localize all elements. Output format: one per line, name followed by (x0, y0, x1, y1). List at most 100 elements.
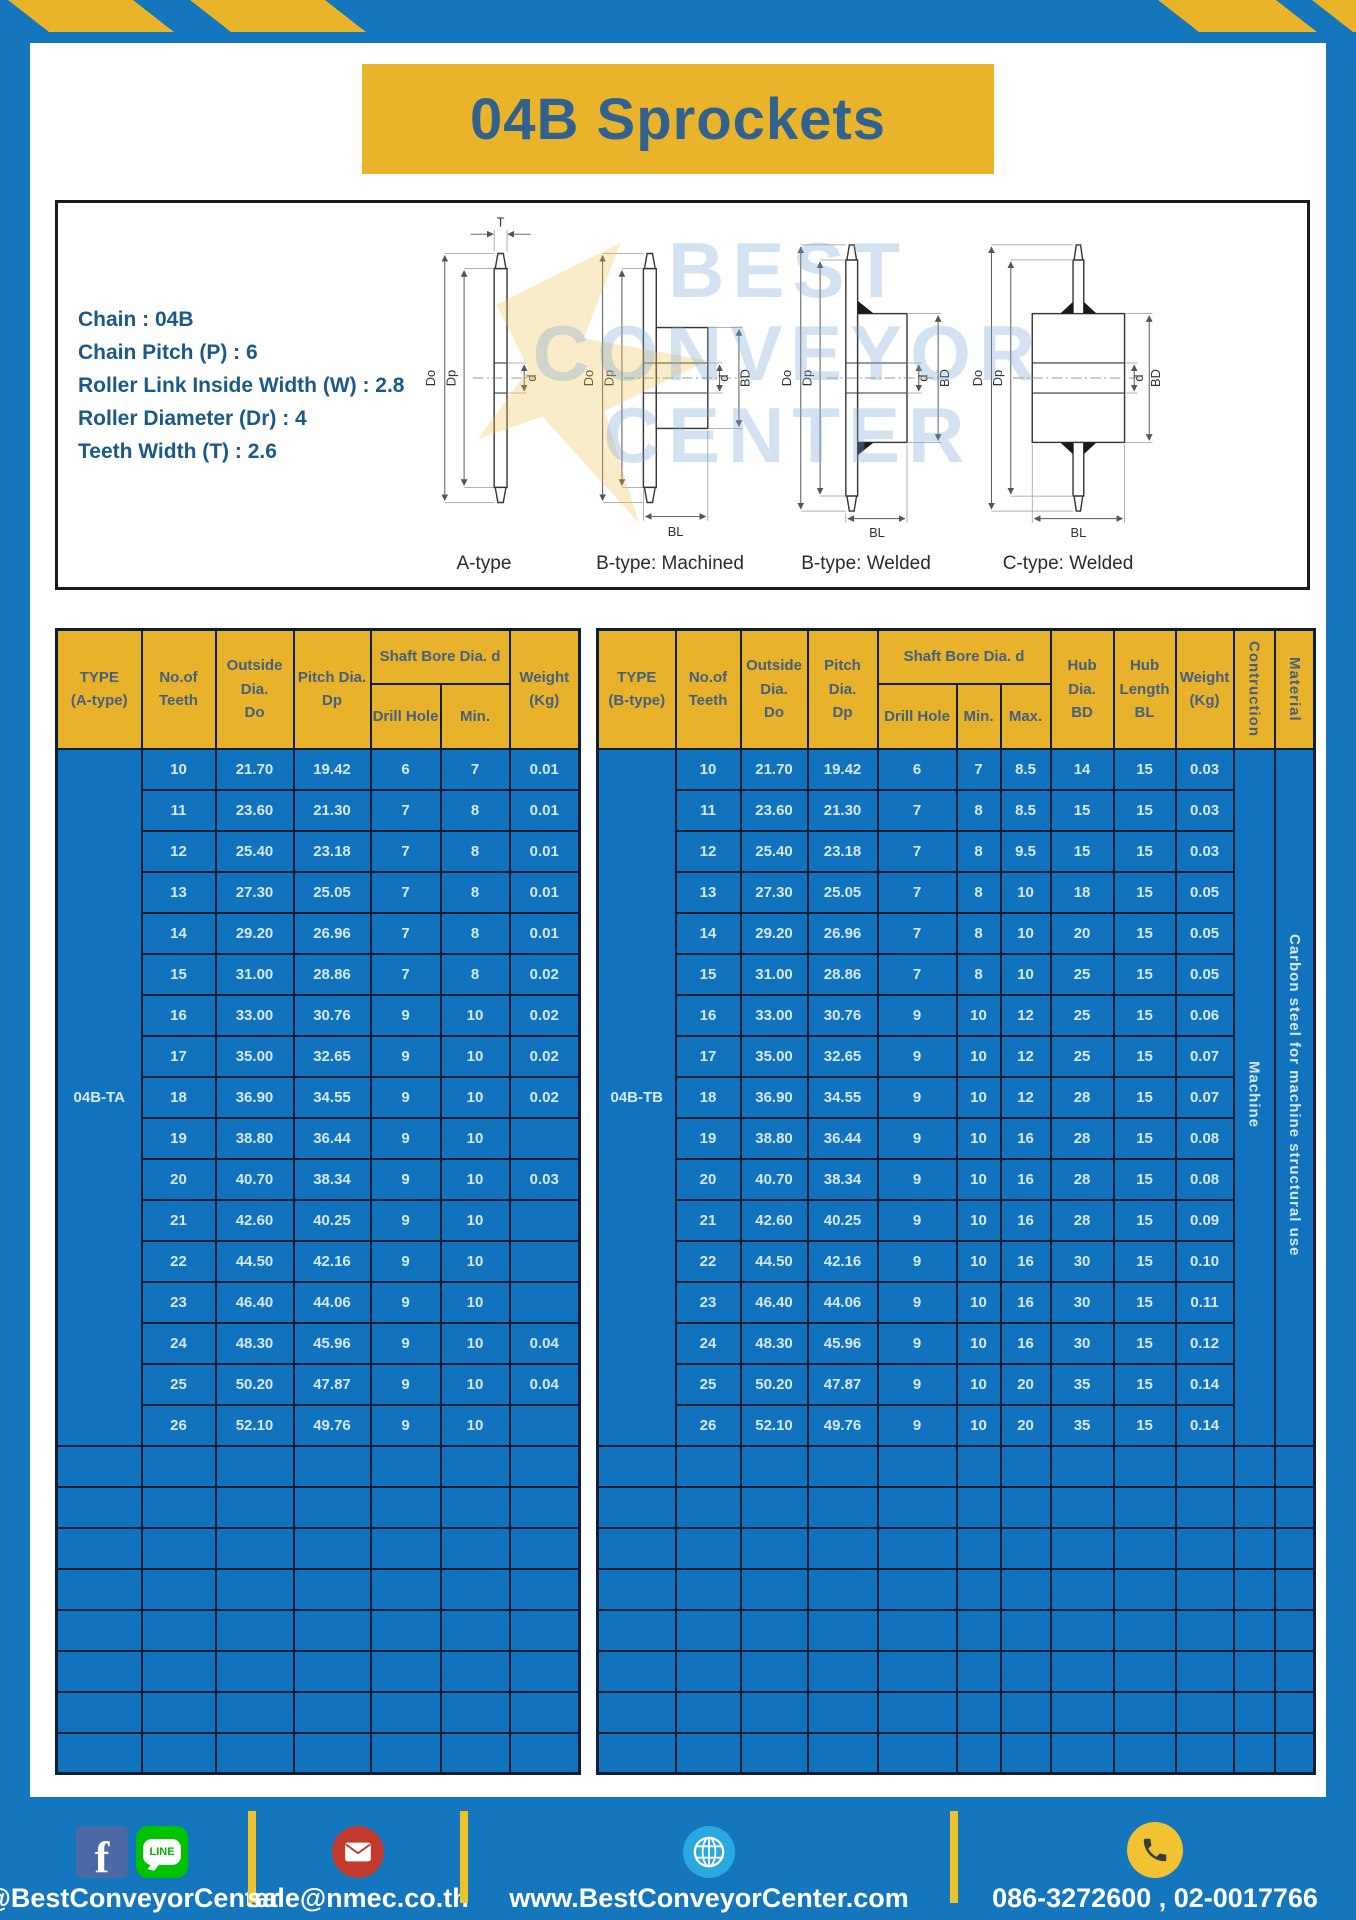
data-cell: 28 (1049, 1116, 1115, 1160)
table-row: 18 36.90 34.55 9 10 12 28 15 0.07 (598, 1075, 1315, 1119)
title-banner: 04B Sprockets (362, 64, 994, 174)
data-cell: 9 (876, 1157, 958, 1201)
line-icon[interactable]: LINE (136, 1826, 188, 1879)
data-cell: 23.18 (806, 829, 879, 873)
empty-cell (1049, 1485, 1115, 1529)
data-cell: 8 (955, 911, 1002, 955)
data-cell: 0.01 (508, 911, 581, 955)
empty-cell (1174, 1690, 1235, 1734)
data-cell (508, 1116, 581, 1160)
data-cell: 28 (1049, 1075, 1115, 1119)
table-row: 25 50.20 47.87 9 10 20 35 15 0.14 (598, 1362, 1315, 1406)
empty-cell (1174, 1731, 1235, 1775)
data-cell: 26 (674, 1403, 742, 1447)
data-cell: 0.01 (508, 747, 581, 791)
empty-cell (439, 1444, 511, 1488)
data-cell: 12 (999, 993, 1052, 1037)
th-outside-dia: Outside Dia. Do (739, 628, 809, 750)
phone-numbers[interactable]: 086-3272600 , 02-0017766 (992, 1883, 1318, 1914)
data-cell: 40.25 (806, 1198, 879, 1242)
data-cell: 10 (955, 1034, 1002, 1078)
data-cell: 6 (876, 747, 958, 791)
data-cell: 20 (674, 1157, 742, 1201)
empty-cell (508, 1608, 581, 1652)
data-cell: 35.00 (214, 1034, 295, 1078)
data-cell: 19.42 (806, 747, 879, 791)
table-row: 12 25.40 23.18 7 8 0.01 (57, 829, 581, 873)
dim-dp: Dp (601, 370, 616, 386)
data-cell: 31.00 (739, 952, 809, 996)
website-url[interactable]: www.BestConveyorCenter.com (509, 1883, 909, 1914)
data-cell: 0.12 (1174, 1321, 1235, 1365)
table-row: 25 50.20 47.87 9 10 0.04 (57, 1362, 581, 1406)
empty-cell (1273, 1649, 1316, 1693)
data-cell: 14 (1049, 747, 1115, 791)
data-cell: 7 (876, 952, 958, 996)
empty-cell (369, 1444, 442, 1488)
empty-cell (1112, 1608, 1177, 1652)
empty-cell (1174, 1526, 1235, 1570)
sprocket-drawings: T Do Dp d (403, 203, 1307, 587)
empty-cell (999, 1526, 1052, 1570)
dim-dp: Dp (991, 370, 1006, 386)
empty-cell (1273, 1567, 1316, 1611)
yellow-stripe (1158, 0, 1317, 32)
empty-cell (1112, 1649, 1177, 1693)
social-handle[interactable]: @BestConveyorCenter (0, 1883, 280, 1914)
email-address[interactable]: sale@nmec.co.th (247, 1883, 469, 1914)
material-merged-cell: Carbon steel for machine structural use (1273, 747, 1316, 1447)
empty-row (596, 1485, 1316, 1529)
spec-tables: TYPE (A-type) No.of Teeth Outside Dia. Do Pi… (55, 628, 1326, 1775)
facebook-icon[interactable]: f (76, 1826, 128, 1879)
data-cell: 12 (999, 1034, 1052, 1078)
empty-cell (1232, 1567, 1276, 1611)
table-row: 18 36.90 34.55 9 10 0.02 (57, 1075, 581, 1119)
data-cell: 49.76 (806, 1403, 879, 1447)
data-cell: 42.60 (739, 1198, 809, 1242)
data-cell: 10 (439, 1075, 511, 1119)
table-row: 26 52.10 49.76 9 10 (57, 1403, 581, 1447)
th-material: Material (1273, 628, 1316, 750)
empty-cell (1174, 1567, 1235, 1611)
data-cell: 16 (140, 993, 217, 1037)
data-cell: 10 (439, 1403, 511, 1447)
empty-cell (439, 1649, 511, 1693)
data-cell: 21 (140, 1198, 217, 1242)
th-teeth: No.of Teeth (674, 628, 742, 750)
empty-cell (955, 1608, 1002, 1652)
empty-cell (508, 1731, 581, 1775)
table-row: 11 23.60 21.30 7 8 8.5 15 15 0.03 (598, 788, 1315, 832)
data-cell: 10 (439, 1362, 511, 1406)
email-icon[interactable] (332, 1826, 384, 1879)
type-merged-cell: 04B-TB (596, 747, 677, 1447)
data-cell: 47.87 (292, 1362, 372, 1406)
phone-icon[interactable] (1127, 1822, 1183, 1879)
data-cell: 16 (999, 1239, 1052, 1283)
data-cell: 38.34 (806, 1157, 879, 1201)
globe-icon[interactable] (683, 1826, 735, 1879)
empty-cell (955, 1485, 1002, 1529)
table-row: 17 35.00 32.65 9 10 0.02 (57, 1034, 581, 1078)
empty-cell (55, 1649, 143, 1693)
table-row: 20 40.70 38.34 9 10 0.03 (57, 1157, 581, 1201)
data-cell: 35 (1049, 1362, 1115, 1406)
data-cell: 9 (369, 1116, 442, 1160)
empty-cell (55, 1444, 143, 1488)
data-cell: 20 (999, 1403, 1052, 1447)
table-b-type: TYPE (B-type) No.of Teeth Outside Dia. Do Pi… (596, 628, 1317, 1775)
data-cell: 44.50 (739, 1239, 809, 1283)
empty-cell (999, 1731, 1052, 1775)
data-cell: 25 (1049, 1034, 1115, 1078)
data-cell: 15 (1049, 829, 1115, 873)
empty-cell (596, 1608, 677, 1652)
data-cell: 17 (674, 1034, 742, 1078)
table-row: 22 44.50 42.16 9 10 16 30 15 0.10 (598, 1239, 1315, 1283)
empty-cell (674, 1731, 742, 1775)
table-row: 13 27.30 25.05 7 8 0.01 (57, 870, 581, 914)
data-cell (508, 1198, 581, 1242)
empty-cell (955, 1690, 1002, 1734)
data-cell: 36.90 (739, 1075, 809, 1119)
spec-roller-dia: Roller Diameter (Dr) : 4 (78, 407, 307, 430)
data-cell (508, 1280, 581, 1324)
a-type-diagram: T Do Dp d (423, 217, 539, 504)
